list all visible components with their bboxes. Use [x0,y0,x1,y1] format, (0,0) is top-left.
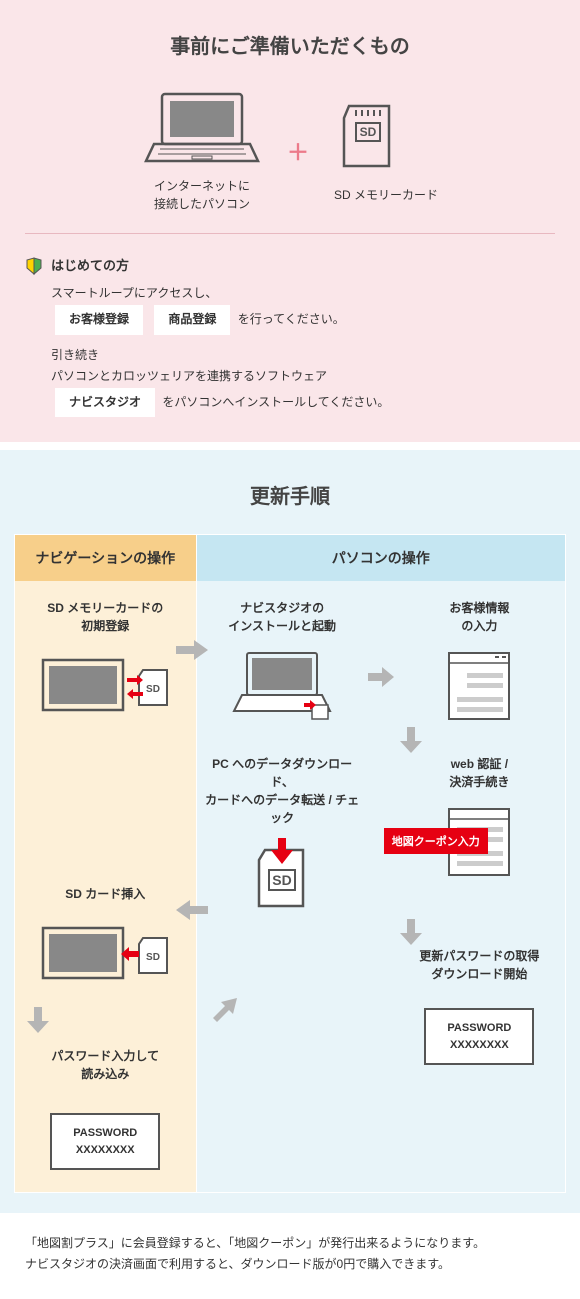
pc-row1: ナビスタジオの インストールと起動 [205,599,558,725]
prep-item-pc: インターネットに 接続したパソコン [142,89,262,213]
step4-icon: 地図クーポン入力 [402,801,557,881]
firsttime-line1: スマートループにアクセスし、 [51,283,555,305]
col-pc-body: ナビスタジオの インストールと起動 [197,581,566,1087]
pc-row3: 更新パスワードの取得 ダウンロード開始 PASSWORD XXXXXXXX [205,947,558,1065]
pill-product-reg[interactable]: 商品登録 [154,305,230,335]
pw-line2b: XXXXXXXX [438,1037,520,1054]
step1-icon: SD [23,645,188,725]
col-pc-header: パソコンの操作 [197,535,566,581]
prep-sd-label: SD メモリーカード [334,186,438,204]
firsttime-line2b: パソコンとカロッツェリアを連携するソフトウェア [51,366,555,388]
col-pc: パソコンの操作 ナビスタジオの インストールと起動 [197,535,566,1192]
firsttime-header: はじめての方 [25,254,555,277]
svg-text:SD: SD [146,952,160,963]
step5: 更新パスワードの取得 ダウンロード開始 PASSWORD XXXXXXXX [402,947,557,1065]
step4: web 認証 / 決済手続き 地図クーポン入力 [402,755,557,917]
step6: PC へのデータダウンロード、 カードへのデータ転送 / チェック SD [205,755,360,917]
pw-line1: PASSWORD [64,1125,146,1142]
prep-title: 事前にご準備いただくもの [25,30,555,59]
arrow-down-icon [396,725,426,755]
prep-items-row: インターネットに 接続したパソコン ＋ SD SD メモリーカード [25,89,555,213]
footer-note: 「地図割プラス」に会員登録すると、「地図クーポン」が発行出来るようになります。 … [0,1213,580,1299]
step6-label: PC へのデータダウンロード、 カードへのデータ転送 / チェック [205,755,360,827]
firsttime-line2a: 引き続き [51,345,555,367]
col-nav: ナビゲーションの操作 SD メモリーカードの 初期登録 SD SD カード挿入 [15,535,197,1192]
step7-icon: SD [23,913,188,993]
arrow-pc-to-nav [174,898,210,922]
step3-icon [402,645,557,725]
step4-label: web 認証 / 決済手続き [402,755,557,791]
pc-row2: PC へのデータダウンロード、 カードへのデータ転送 / チェック SD [205,755,558,917]
beginner-icon [25,256,43,276]
laptop-icon [142,89,262,167]
pill-navistudio[interactable]: ナビスタジオ [55,388,155,418]
col-nav-header: ナビゲーションの操作 [15,535,196,581]
divider [25,233,555,234]
firsttime-line3-tail: をパソコンへインストールしてください。 [162,395,389,409]
coupon-tag: 地図クーポン入力 [384,828,488,854]
firsttime-line1-tail: を行ってください。 [238,312,345,326]
col-nav-body: SD メモリーカードの 初期登録 SD SD カード挿入 [15,581,196,1192]
steps-title: 更新手順 [14,480,566,509]
prep-pc-label: インターネットに 接続したパソコン [142,177,262,213]
arrow-up-diag [205,986,360,1026]
plus-icon: ＋ [287,135,309,167]
firsttime-header-text: はじめての方 [51,254,129,277]
pill-customer-reg[interactable]: お客様登録 [55,305,143,335]
steps-columns: ナビゲーションの操作 SD メモリーカードの 初期登録 SD SD カード挿入 [14,534,566,1193]
svg-text:SD: SD [360,125,377,139]
password-box-pc: PASSWORD XXXXXXXX [424,1008,534,1065]
footer-line1: 「地図割プラス」に会員登録すると、「地図クーポン」が発行出来るようになります。 [25,1233,555,1253]
arrow-pc-d1-row [205,725,558,755]
step1-label: SD メモリーカードの 初期登録 [23,599,188,635]
step3: お客様情報 の入力 [402,599,557,725]
firsttime-row2: ナビスタジオ をパソコンへインストールしてください。 [51,388,555,418]
firsttime-block: はじめての方 スマートループにアクセスし、 お客様登録 商品登録 を行ってくださ… [25,254,555,417]
step2: ナビスタジオの インストールと起動 [205,599,360,725]
prep-item-sd: SD SD メモリーカード [334,98,438,204]
step8-label: パスワード入力して 読み込み [23,1047,188,1083]
step5-label: 更新パスワードの取得 ダウンロード開始 [402,947,557,983]
arrow-nav-down [23,1005,188,1035]
step3-label: お客様情報 の入力 [402,599,557,635]
sd-card-icon: SD [334,98,404,176]
prep-section: 事前にご準備いただくもの インターネットに 接続したパソコン ＋ SD [0,0,580,442]
pw-line2: XXXXXXXX [64,1142,146,1159]
step7-label: SD カード挿入 [23,885,188,903]
svg-text:SD: SD [146,684,160,695]
steps-section: 更新手順 ナビゲーションの操作 SD メモリーカードの 初期登録 SD [0,450,580,1213]
step2-label: ナビスタジオの インストールと起動 [205,599,360,635]
arrow-nav-to-pc [174,638,210,662]
arrow-down-icon [396,917,426,947]
step6-icon: SD [205,837,360,917]
arrow-r1 [366,599,396,725]
footer-line2: ナビスタジオの決済画面で利用すると、ダウンロード版が0円で購入できます。 [25,1254,555,1274]
firsttime-body: スマートループにアクセスし、 お客様登録 商品登録 を行ってください。 引き続き… [25,283,555,417]
password-box-nav: PASSWORD XXXXXXXX [50,1113,160,1170]
pw-line1b: PASSWORD [438,1020,520,1037]
svg-text:SD: SD [272,872,291,888]
step2-icon [205,645,360,725]
firsttime-row1: お客様登録 商品登録 を行ってください。 [51,305,555,335]
